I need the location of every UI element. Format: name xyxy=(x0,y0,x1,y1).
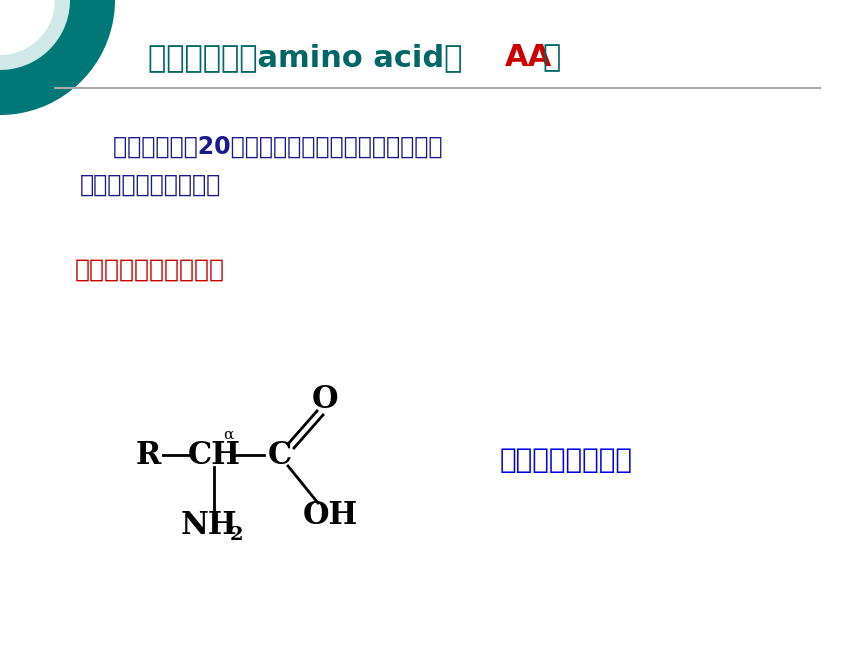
Text: C: C xyxy=(267,439,292,470)
Text: 氨基酸分子式通式: 氨基酸分子式通式 xyxy=(500,446,633,474)
Text: OH: OH xyxy=(303,499,358,530)
Text: 一、氨基酸（amino acid，: 一、氨基酸（amino acid， xyxy=(148,43,483,72)
Text: O: O xyxy=(311,384,338,415)
Wedge shape xyxy=(0,0,70,70)
Text: R: R xyxy=(135,439,161,470)
Text: NH: NH xyxy=(181,510,237,541)
Text: 一般蛋白质有20多种氨基酸组成，不同组合的氨基: 一般蛋白质有20多种氨基酸组成，不同组合的氨基 xyxy=(80,135,443,159)
Text: CH: CH xyxy=(187,439,241,470)
Text: 2: 2 xyxy=(230,526,243,544)
Text: （一）氨基酸及其分类: （一）氨基酸及其分类 xyxy=(75,258,225,282)
Text: α: α xyxy=(223,428,233,442)
Wedge shape xyxy=(0,0,55,55)
Wedge shape xyxy=(0,0,115,115)
Text: ）: ） xyxy=(542,43,560,72)
Text: AA: AA xyxy=(505,43,552,72)
Text: 酸构成不同的蛋白质。: 酸构成不同的蛋白质。 xyxy=(80,173,221,197)
